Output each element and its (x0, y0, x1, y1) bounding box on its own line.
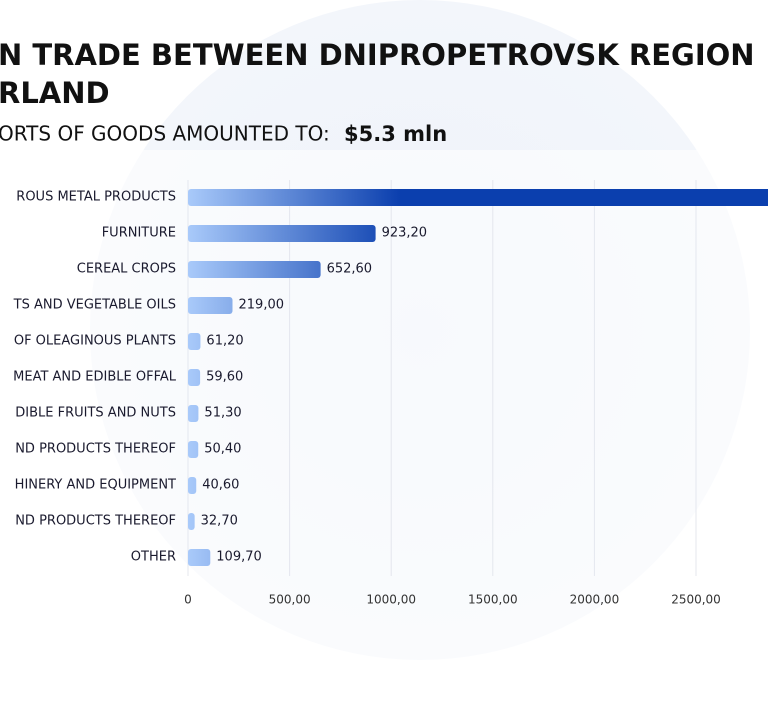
bar (188, 513, 195, 530)
x-tick-label: 0 (184, 593, 192, 607)
category-label: CEREAL CROPS (77, 262, 176, 277)
bars: ROUS METAL PRODUCTS FURNITURE 923,20 CEREAL… (13, 189, 768, 566)
value-label: 61,20 (206, 334, 243, 349)
category-label: ND PRODUCTS THEREOF (15, 514, 176, 529)
bar (188, 189, 768, 206)
bar (188, 297, 233, 314)
x-tick-label: 2000,00 (570, 593, 620, 607)
category-label: OTHER (131, 550, 176, 565)
category-label: HINERY AND EQUIPMENT (15, 478, 176, 493)
bar (188, 369, 201, 386)
value-label: 59,60 (206, 370, 243, 385)
x-tick-label: 2500,00 (671, 593, 721, 607)
category-label: DIBLE FRUITS AND NUTS (15, 406, 176, 421)
bar (188, 225, 376, 242)
bar (188, 441, 199, 458)
bar (188, 333, 201, 350)
subtitle-value: $5.3 mln (344, 122, 447, 146)
grid: 0 500,00 1000,00 1500,00 2000,00 2500,00 (184, 180, 721, 607)
value-label: 923,20 (382, 226, 428, 241)
category-label: OF OLEAGINOUS PLANTS (14, 334, 176, 349)
value-label: 109,70 (216, 550, 262, 565)
bar (188, 261, 321, 278)
value-label: 32,70 (201, 514, 238, 529)
bar (188, 477, 197, 494)
chart-title: N TRADE BETWEEN DNIPROPETROVSK REGION (0, 38, 755, 72)
x-tick-label: 1000,00 (366, 593, 416, 607)
value-label: 219,00 (239, 298, 285, 313)
value-label: 652,60 (327, 262, 373, 277)
category-label: FURNITURE (102, 226, 176, 241)
category-label: ROUS METAL PRODUCTS (16, 190, 176, 205)
x-tick-label: 500,00 (269, 593, 311, 607)
value-label: 40,60 (202, 478, 239, 493)
panel (0, 150, 768, 660)
x-tick-label: 1500,00 (468, 593, 518, 607)
chart-subtitle: ORTS OF GOODS AMOUNTED TO: (0, 122, 330, 146)
value-label: 50,40 (204, 442, 241, 457)
category-label: ND PRODUCTS THEREOF (15, 442, 176, 457)
category-label: MEAT AND EDIBLE OFFAL (13, 370, 177, 385)
category-label: TS AND VEGETABLE OILS (13, 298, 176, 313)
bar (188, 549, 211, 566)
value-label: 51,30 (204, 406, 241, 421)
bar (188, 405, 199, 422)
chart-title: RLAND (0, 76, 110, 110)
